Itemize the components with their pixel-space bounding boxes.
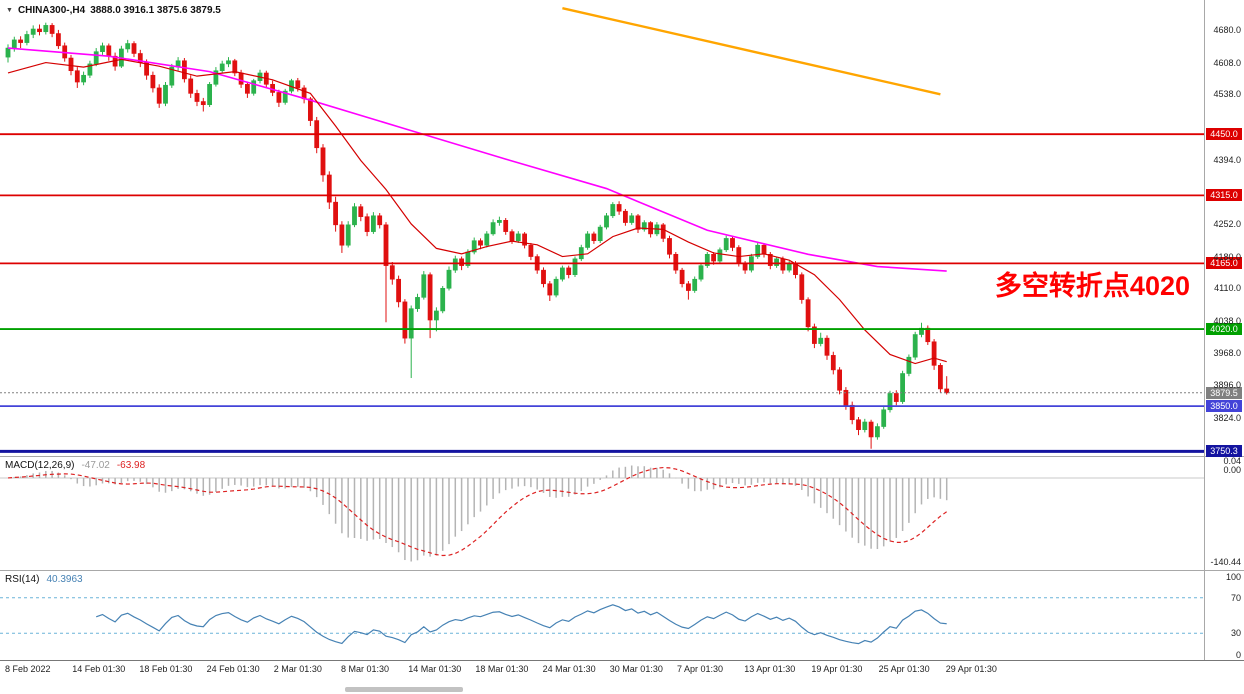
time-label: 19 Apr 01:30 [811,664,863,674]
time-label: 24 Feb 01:30 [206,664,260,674]
indicator-scale-label: -140.44 [1210,557,1241,567]
rsi-label: RSI(14) [5,574,40,585]
macd-value-main: -47.02 [81,460,110,471]
time-label: 8 Feb 2022 [5,664,51,674]
time-label: 7 Apr 01:30 [677,664,724,674]
indicator-scale-label: 0.04 [1223,456,1241,466]
collapse-triangle-icon[interactable]: ▼ [6,7,13,14]
chart-symbol-timeframe: CHINA300-,H4 [17,5,86,16]
trendline[interactable] [562,6,941,96]
indicator-scale-label: 30 [1230,628,1241,639]
indicator-scale-label: 70 [1230,592,1241,603]
ma-slow-line[interactable] [7,47,947,272]
indicator-scale-label: 0.00 [1223,465,1241,475]
rsi-header: RSI(14) 40.3963 [5,574,83,585]
time-axis[interactable]: 8 Feb 2022 14 Feb 01:30 18 Feb 01:30 24 Feb… [0,661,1244,694]
price-label: 4110.0 [1214,283,1241,294]
time-label: 8 Mar 01:30 [341,664,390,674]
macd-signal-line [7,466,948,557]
axis-separator [1204,0,1205,660]
price-label: 4394.0 [1213,154,1241,165]
price-label: 3896.0 [1213,380,1241,391]
price-label: 4680.0 [1213,24,1241,35]
time-label: 25 Apr 01:30 [878,664,930,674]
time-label: 14 Feb 01:30 [72,664,126,674]
time-label: 13 Apr 01:30 [744,664,796,674]
price-label: 4252.0 [1213,218,1241,229]
time-label: 18 Feb 01:30 [139,664,193,674]
price-badge-3879.5: 3879.5 [1206,386,1242,399]
macd-header: MACD(12,26,9) -47.02 -63.98 [5,460,145,471]
panel-separator [0,570,1244,571]
time-axis-separator [0,660,1244,661]
price-axis[interactable]: 4450.0 4315.0 4165.0 4020.0 3850.0 3750.3 3879… [1205,0,1244,660]
macd-histogram [13,465,948,562]
rsi-canvas[interactable] [0,571,1204,660]
price-label: 4180.0 [1213,251,1241,262]
price-label: 4538.0 [1213,89,1241,100]
price-label: 4608.0 [1213,57,1241,68]
time-label: 30 Mar 01:30 [609,664,663,674]
panel-separator [0,456,1244,457]
macd-canvas[interactable] [0,457,1204,570]
price-chart-canvas[interactable] [0,0,1204,456]
price-label: 3824.0 [1213,412,1241,423]
trade-annotation-text[interactable]: 多空转折点4020 [994,271,1190,301]
price-label: 3968.0 [1213,347,1241,358]
rsi-value: 40.3963 [46,574,83,585]
price-badge-4315.0: 4315.0 [1206,189,1242,202]
price-badge-3850.0: 3850.0 [1206,400,1242,413]
ma-fast-line[interactable] [7,58,947,365]
indicator-scale-label: 0 [1235,650,1241,660]
price-badge-3750.3: 3750.3 [1206,445,1242,458]
price-badge-4450.0: 4450.0 [1206,128,1242,141]
time-label: 24 Mar 01:30 [542,664,596,674]
time-label: 18 Mar 01:30 [475,664,529,674]
price-badge-4165.0: 4165.0 [1206,257,1242,270]
horizontal-scrollbar-thumb[interactable] [345,687,463,692]
price-badge-4020.0: 4020.0 [1206,323,1242,336]
time-label: 2 Mar 01:30 [273,664,322,674]
time-label: 29 Apr 01:30 [945,664,997,674]
indicator-scale-label: 100 [1225,572,1241,582]
price-label: 4038.0 [1213,315,1241,326]
candles [5,22,950,449]
time-label: 14 Mar 01:30 [408,664,462,674]
macd-label: MACD(12,26,9) [5,460,75,471]
chart-ohlc-values: 3888.0 3916.1 3875.6 3879.5 [90,5,221,16]
chart-title: ▼ CHINA300-,H4 3888.0 3916.1 3875.6 3879… [6,5,221,16]
rsi-line [95,604,947,645]
macd-value-signal: -63.98 [116,460,146,471]
